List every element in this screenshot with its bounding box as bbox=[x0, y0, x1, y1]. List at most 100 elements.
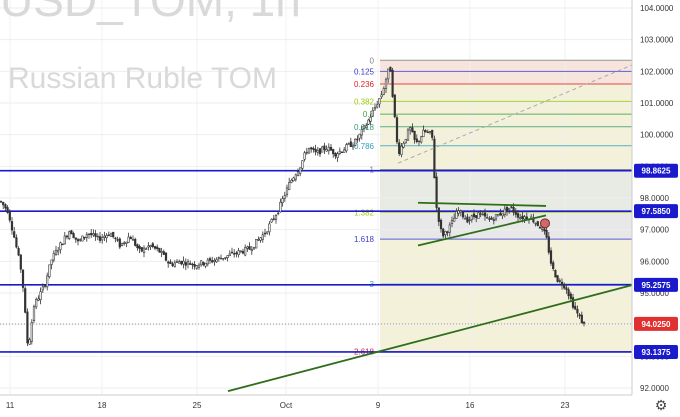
candle-body bbox=[556, 275, 559, 282]
candle-body bbox=[494, 214, 498, 220]
candle-body bbox=[428, 131, 432, 133]
candle-body bbox=[116, 239, 119, 241]
candle-body bbox=[83, 236, 86, 239]
price-tag bbox=[634, 277, 678, 292]
candle-body bbox=[567, 289, 570, 297]
candle-body bbox=[213, 260, 216, 262]
candle-body bbox=[501, 213, 504, 217]
candle-body bbox=[263, 232, 267, 235]
candle-body bbox=[30, 322, 33, 342]
candle-body bbox=[461, 212, 465, 218]
candle-body bbox=[217, 257, 220, 259]
candle-body bbox=[39, 291, 42, 300]
price-tick-label: 100.0000 bbox=[640, 131, 674, 140]
candle-body bbox=[514, 211, 517, 215]
candle-body bbox=[349, 141, 352, 147]
candle-body bbox=[72, 233, 75, 239]
candle-body bbox=[475, 215, 478, 218]
candle-body bbox=[279, 201, 282, 213]
candle-body bbox=[26, 311, 29, 344]
price-tick-label: 101.0000 bbox=[640, 99, 674, 108]
candle-body bbox=[131, 239, 135, 241]
candle-body bbox=[63, 235, 66, 245]
candle-body bbox=[468, 219, 471, 222]
candle-body bbox=[235, 252, 238, 255]
candle-body bbox=[332, 149, 335, 155]
candle-body bbox=[391, 69, 394, 97]
candle-body bbox=[382, 88, 385, 95]
candle-body bbox=[525, 216, 528, 220]
candle-body bbox=[76, 239, 80, 242]
fib-level-label: 1.618 bbox=[354, 235, 375, 244]
candle-body bbox=[365, 125, 368, 128]
candle-body bbox=[547, 236, 550, 253]
price-tag bbox=[634, 316, 678, 331]
candle-body bbox=[226, 255, 229, 258]
watermark: USD_TOM, 1h Russian Ruble TOM bbox=[0, 0, 301, 95]
candle-body bbox=[125, 241, 128, 244]
candle-body bbox=[81, 235, 84, 242]
candle-body bbox=[301, 160, 304, 169]
candle-body bbox=[413, 130, 416, 140]
candle-body bbox=[516, 213, 520, 218]
candle-body bbox=[162, 251, 165, 255]
candle-body bbox=[450, 220, 454, 224]
candle-body bbox=[369, 116, 372, 122]
candle-body bbox=[92, 233, 95, 236]
candle-body bbox=[387, 68, 390, 80]
candle-body bbox=[224, 257, 227, 259]
candle-body bbox=[32, 306, 36, 321]
candle-body bbox=[294, 174, 297, 180]
candle-body bbox=[510, 206, 513, 208]
gear-icon[interactable]: ⚙ bbox=[654, 398, 668, 414]
candle-body bbox=[105, 235, 108, 239]
candle-body bbox=[437, 207, 440, 222]
candle-body bbox=[534, 222, 537, 225]
candle-body bbox=[266, 231, 269, 234]
candle-body bbox=[167, 261, 170, 264]
candle-body bbox=[296, 171, 300, 176]
candle-body bbox=[257, 239, 260, 241]
candle-body bbox=[321, 146, 324, 153]
candle-body bbox=[336, 153, 339, 158]
price-tick-label: 102.0000 bbox=[640, 67, 674, 76]
candle-body bbox=[103, 235, 106, 238]
candle-body bbox=[560, 281, 564, 286]
candle-body bbox=[233, 253, 236, 255]
candle-body bbox=[200, 260, 203, 266]
time-tick-label: 11 bbox=[6, 401, 15, 410]
candle-body bbox=[59, 242, 62, 251]
candle-body bbox=[195, 265, 198, 269]
candle-body bbox=[316, 150, 319, 153]
candle-body bbox=[41, 286, 44, 291]
candle-body bbox=[343, 149, 346, 153]
candle-body bbox=[312, 147, 315, 150]
price-tag-label: 95.2575 bbox=[642, 281, 671, 290]
price-tick-label: 95.0000 bbox=[640, 289, 669, 298]
candle-body bbox=[129, 237, 132, 240]
price-tag bbox=[634, 163, 678, 178]
candle-body bbox=[398, 142, 401, 155]
candle-body bbox=[138, 245, 141, 249]
candle-body bbox=[142, 247, 146, 253]
price-tick-label: 103.0000 bbox=[640, 36, 674, 45]
candle-body bbox=[536, 221, 539, 226]
candle-body bbox=[197, 264, 201, 268]
candle-body bbox=[61, 243, 64, 246]
watermark-title: Russian Ruble TOM bbox=[8, 62, 277, 95]
candle-body bbox=[543, 228, 546, 232]
candle-body bbox=[140, 247, 143, 252]
candle-body bbox=[420, 136, 423, 143]
candle-body bbox=[318, 148, 322, 155]
candle-body bbox=[277, 212, 280, 215]
candle-body bbox=[48, 264, 51, 278]
candle-body bbox=[244, 247, 247, 256]
candle-body bbox=[433, 138, 436, 179]
candle-body bbox=[292, 177, 295, 182]
fib-level-label: 0.236 bbox=[354, 80, 375, 89]
price-tick-label: 96.0000 bbox=[640, 257, 669, 266]
candle-body bbox=[272, 218, 275, 220]
candle-body bbox=[580, 314, 583, 324]
